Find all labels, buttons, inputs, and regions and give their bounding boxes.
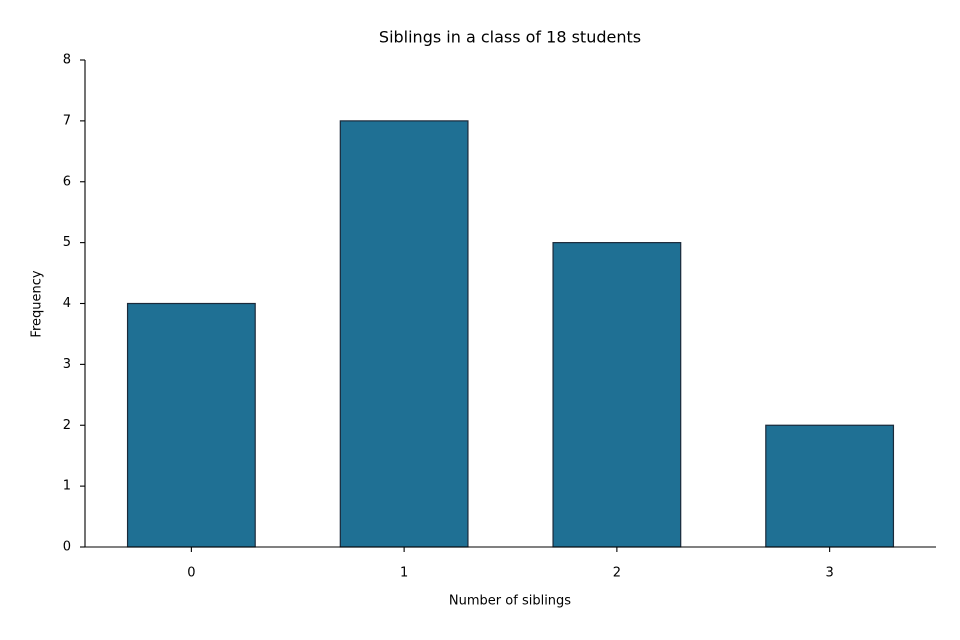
y-tick-label: 5 <box>63 235 71 250</box>
y-axis-label: Frequency <box>30 270 45 337</box>
chart-title: Siblings in a class of 18 students <box>379 28 641 47</box>
x-tick-label: 2 <box>613 566 621 581</box>
bar <box>339 120 469 548</box>
x-tick-label: 3 <box>825 566 833 581</box>
y-tick-label: 2 <box>63 418 71 433</box>
y-tick-label: 3 <box>63 357 71 372</box>
x-axis-label: Number of siblings <box>449 594 571 609</box>
bar <box>765 424 895 548</box>
y-tick-label: 0 <box>63 540 71 555</box>
x-tick-label: 1 <box>400 566 408 581</box>
y-tick-label: 4 <box>63 296 71 311</box>
x-tick-label: 0 <box>187 566 195 581</box>
y-tick-label: 1 <box>63 479 71 494</box>
y-tick-label: 6 <box>63 174 71 189</box>
y-tick-label: 8 <box>63 53 71 68</box>
bar <box>126 302 256 548</box>
bar <box>552 242 682 548</box>
y-tick-label: 7 <box>63 113 71 128</box>
